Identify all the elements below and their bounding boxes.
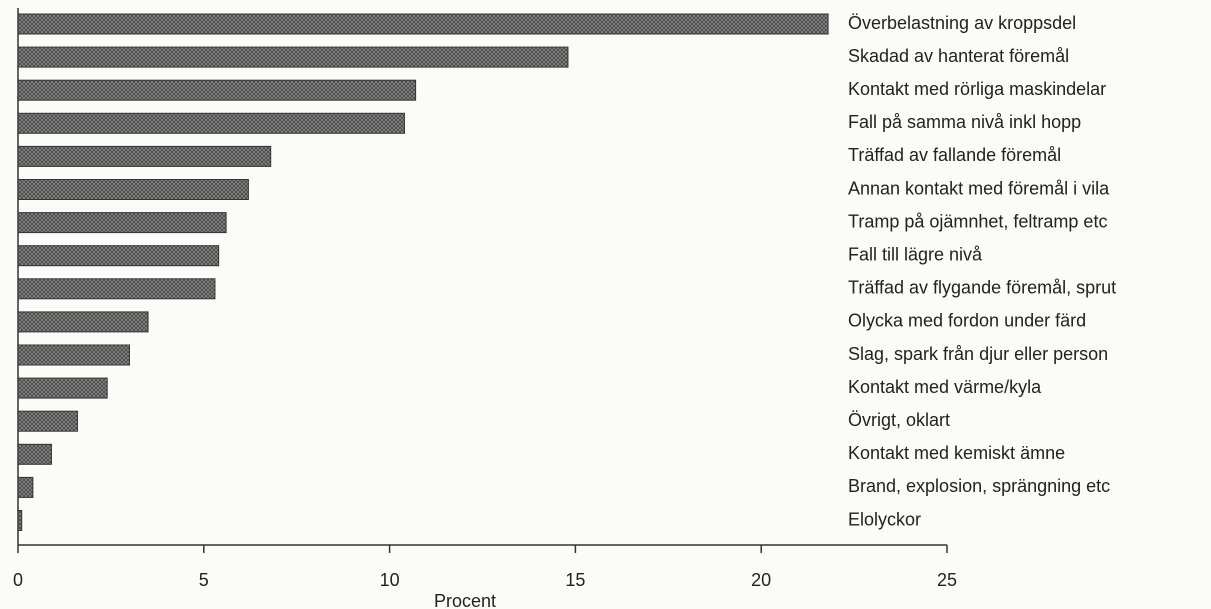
- category-label: Överbelastning av kroppsdel: [848, 13, 1076, 33]
- x-tick-label: 0: [13, 570, 23, 590]
- category-label: Slag, spark från djur eller person: [848, 344, 1108, 364]
- x-axis-label: Procent: [434, 591, 496, 609]
- category-label: Brand, explosion, sprängning etc: [848, 476, 1110, 496]
- bar: [17, 46, 569, 68]
- bar: [17, 145, 272, 167]
- bar: [17, 13, 829, 35]
- category-label: Fall till lägre nivå: [848, 244, 983, 264]
- bar: [17, 410, 78, 432]
- category-label: Övrigt, oklart: [848, 410, 950, 430]
- category-label: Träffad av fallande föremål: [848, 145, 1061, 165]
- category-label: Tramp på ojämnhet, feltramp etc: [848, 211, 1107, 231]
- category-label: Kontakt med värme/kyla: [848, 377, 1042, 397]
- category-label: Kontakt med rörliga maskindelar: [848, 79, 1106, 99]
- bar: [17, 443, 52, 465]
- bar: [17, 311, 149, 333]
- bar: [17, 79, 417, 101]
- bar: [17, 212, 227, 234]
- x-tick-label: 20: [751, 570, 771, 590]
- category-label: Kontakt med kemiskt ämne: [848, 443, 1065, 463]
- category-label: Olycka med fordon under färd: [848, 311, 1086, 331]
- x-tick-label: 5: [199, 570, 209, 590]
- bar: [17, 112, 405, 134]
- bar: [17, 245, 220, 267]
- x-tick-label: 10: [380, 570, 400, 590]
- x-tick-label: 25: [937, 570, 957, 590]
- category-label: Annan kontakt med föremål i vila: [848, 178, 1110, 198]
- category-label: Träffad av flygande föremål, sprut: [848, 278, 1116, 298]
- bar: [17, 344, 130, 366]
- bar: [17, 476, 34, 498]
- bar: [17, 278, 216, 300]
- category-label: Skadad av hanterat föremål: [848, 46, 1069, 66]
- category-label: Elolyckor: [848, 509, 921, 529]
- bar: [17, 510, 23, 531]
- bar: [17, 179, 249, 200]
- bar: [17, 377, 108, 399]
- x-tick-label: 15: [565, 570, 585, 590]
- category-label: Fall på samma nivå inkl hopp: [848, 112, 1081, 132]
